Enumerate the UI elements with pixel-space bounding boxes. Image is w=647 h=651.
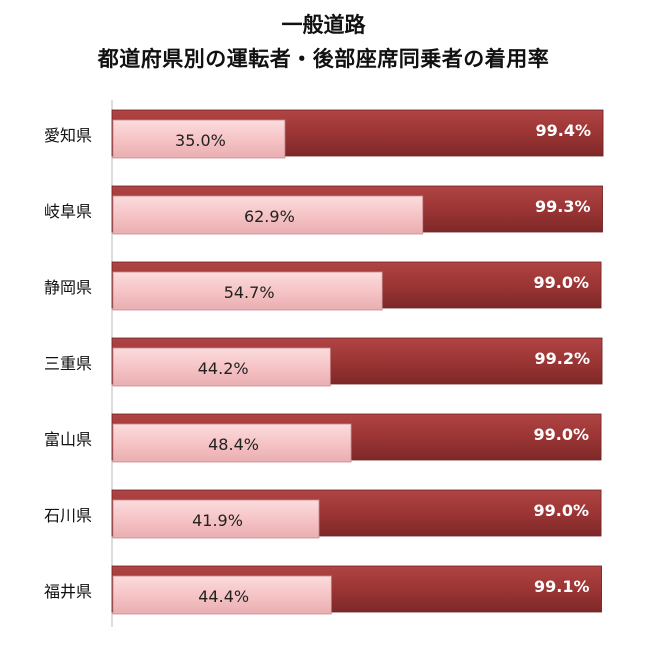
data-label-driver: 99.0%	[534, 501, 590, 520]
chart-title-line2: 都道府県別の運転者・後部座席同乗者の着用率	[97, 47, 550, 71]
data-label-driver: 99.3%	[535, 197, 591, 216]
bar-rear	[112, 423, 352, 463]
data-label-rear: 44.4%	[198, 587, 249, 606]
data-label-rear: 48.4%	[208, 435, 259, 454]
data-label-rear: 62.9%	[244, 207, 295, 226]
data-label-driver: 99.4%	[536, 121, 592, 140]
bar-rear	[112, 499, 320, 539]
bar-rear	[112, 271, 383, 311]
data-label-rear: 54.7%	[224, 283, 275, 302]
data-label-rear: 35.0%	[175, 131, 226, 150]
data-label-driver: 99.1%	[534, 577, 590, 596]
bar-rear	[112, 575, 332, 615]
data-label-driver: 99.0%	[534, 425, 590, 444]
bar-rear	[112, 119, 286, 159]
chart-title-line1: 一般道路	[281, 13, 366, 37]
category-label: 富山県	[44, 430, 92, 449]
bar-rear	[112, 347, 331, 387]
data-label-rear: 41.9%	[192, 511, 243, 530]
data-label-rear: 44.2%	[198, 359, 249, 378]
category-label: 愛知県	[44, 126, 92, 145]
category-label: 石川県	[44, 506, 92, 525]
data-label-driver: 99.0%	[534, 273, 590, 292]
bar-rear	[112, 195, 424, 235]
category-label: 静岡県	[44, 278, 92, 297]
category-label: 福井県	[44, 582, 92, 601]
data-label-driver: 99.2%	[535, 349, 591, 368]
category-label: 岐阜県	[44, 202, 92, 221]
category-label: 三重県	[44, 354, 92, 373]
